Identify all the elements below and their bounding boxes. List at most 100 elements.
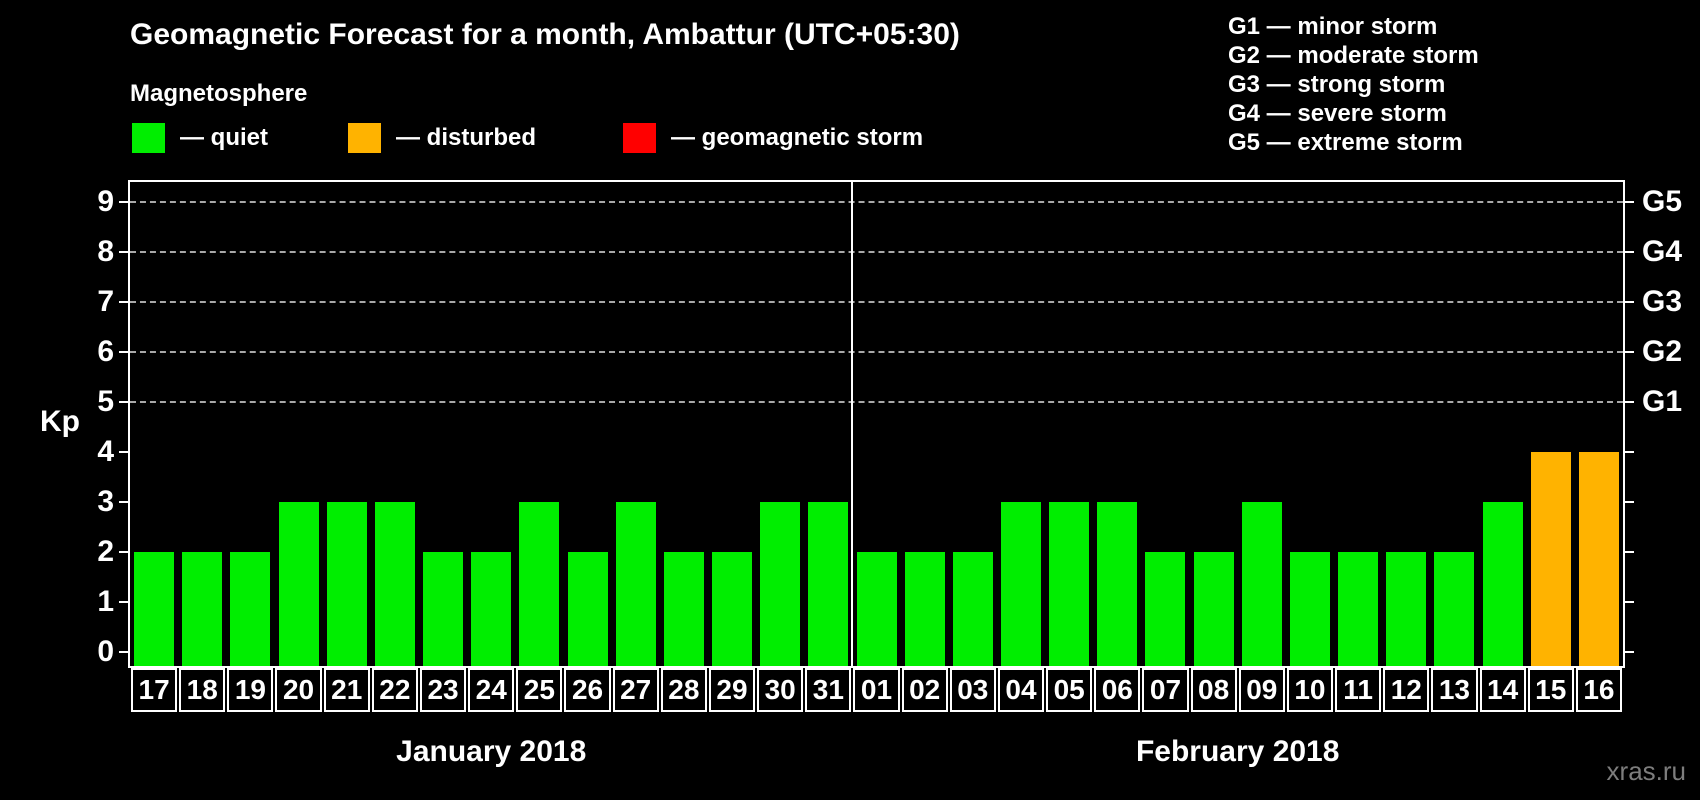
y-tick-left-8 bbox=[119, 251, 128, 253]
y-tick-label-5: 5 bbox=[97, 385, 114, 418]
y-tick-left-3 bbox=[119, 501, 128, 503]
kp-bar bbox=[904, 552, 945, 666]
y-tick-left-4 bbox=[119, 451, 128, 453]
g4-legend-line: G4 — severe storm bbox=[1228, 100, 1447, 127]
kp-bar bbox=[182, 552, 223, 666]
legend-item-storm: — geomagnetic storm bbox=[623, 122, 923, 154]
day-label-cell: 20 bbox=[275, 668, 322, 712]
right-axis-label-g1: G1 bbox=[1642, 385, 1683, 418]
day-label-cell: 24 bbox=[468, 668, 515, 712]
y-tick-right-8 bbox=[1625, 251, 1634, 253]
day-label-cell: 06 bbox=[1094, 668, 1141, 712]
quiet-color-swatch bbox=[132, 123, 165, 153]
day-label-cell: 21 bbox=[323, 668, 370, 712]
month-separator bbox=[851, 182, 854, 666]
gridline-kp8 bbox=[130, 251, 1623, 253]
disturbed-color-swatch bbox=[348, 123, 381, 153]
kp-bar bbox=[1097, 502, 1138, 666]
kp-bar bbox=[134, 552, 175, 666]
day-label-cell: 23 bbox=[419, 668, 467, 712]
xras-watermark: xras.ru bbox=[1606, 756, 1686, 786]
kp-bar bbox=[1049, 502, 1090, 666]
month-label-february: February 2018 bbox=[1135, 735, 1340, 768]
legend-label-disturbed: — disturbed bbox=[396, 124, 537, 151]
plot-area bbox=[128, 180, 1625, 668]
kp-bar bbox=[1193, 552, 1234, 666]
gridline-kp7 bbox=[130, 301, 1623, 303]
day-label-cell: 26 bbox=[564, 668, 611, 712]
kp-bar bbox=[326, 502, 367, 666]
kp-bar bbox=[1338, 552, 1379, 666]
day-label-cell: 31 bbox=[805, 668, 852, 712]
y-tick-label-3: 3 bbox=[97, 485, 114, 518]
day-label-cell: 07 bbox=[1142, 668, 1189, 712]
y-tick-left-9 bbox=[119, 201, 128, 203]
month-label-january: January 2018 bbox=[396, 735, 587, 768]
kp-bar bbox=[374, 502, 415, 666]
y-tick-label-8: 8 bbox=[97, 235, 114, 268]
kp-bar bbox=[519, 502, 560, 666]
y-tick-right-6 bbox=[1625, 351, 1634, 353]
kp-bar bbox=[1578, 452, 1619, 666]
day-label-cell: 09 bbox=[1238, 668, 1285, 712]
y-tick-right-4 bbox=[1625, 451, 1634, 453]
y-tick-left-6 bbox=[119, 351, 128, 353]
y-tick-left-1 bbox=[119, 601, 128, 603]
kp-bar bbox=[567, 552, 608, 666]
day-label-cell: 27 bbox=[612, 668, 659, 712]
kp-bar bbox=[1434, 552, 1475, 666]
y-tick-label-6: 6 bbox=[97, 335, 114, 368]
right-axis-label-g5: G5 bbox=[1642, 185, 1683, 218]
y-tick-right-0 bbox=[1625, 651, 1634, 653]
gridline-kp5 bbox=[130, 401, 1623, 403]
kp-bar bbox=[1386, 552, 1427, 666]
day-label-cell: 01 bbox=[853, 668, 900, 712]
y-tick-right-3 bbox=[1625, 501, 1634, 503]
kp-bar bbox=[663, 552, 704, 666]
kp-bar bbox=[1000, 502, 1041, 666]
kp-bar bbox=[712, 552, 753, 666]
y-tick-left-2 bbox=[119, 551, 128, 553]
right-axis-label-g3: G3 bbox=[1642, 285, 1683, 318]
chart-title: Geomagnetic Forecast for a month, Ambatt… bbox=[130, 18, 960, 51]
day-label-cell: 12 bbox=[1383, 668, 1430, 712]
y-tick-label-4: 4 bbox=[97, 435, 114, 468]
kp-bar bbox=[1482, 502, 1523, 666]
day-label-cell: 28 bbox=[660, 668, 707, 712]
y-tick-label-7: 7 bbox=[97, 285, 114, 318]
y-tick-right-9 bbox=[1625, 201, 1634, 203]
kp-bar bbox=[760, 502, 801, 666]
day-label-cell: 25 bbox=[516, 668, 563, 712]
day-label-cell: 30 bbox=[757, 668, 804, 712]
y-tick-label-1: 1 bbox=[97, 585, 114, 618]
gridline-kp9 bbox=[130, 201, 1623, 203]
y-tick-label-2: 2 bbox=[97, 535, 114, 568]
y-tick-right-1 bbox=[1625, 601, 1634, 603]
storm-color-swatch bbox=[623, 123, 656, 153]
kp-bar bbox=[1145, 552, 1186, 666]
day-label-cell: 13 bbox=[1431, 668, 1478, 712]
day-label-cell: 03 bbox=[949, 668, 996, 712]
day-label-cell: 11 bbox=[1335, 668, 1382, 712]
day-label-cell: 08 bbox=[1190, 668, 1237, 712]
y-tick-right-2 bbox=[1625, 551, 1634, 553]
legend-label-storm: — geomagnetic storm bbox=[671, 124, 924, 151]
y-tick-right-7 bbox=[1625, 301, 1634, 303]
day-label-cell: 16 bbox=[1575, 668, 1622, 712]
y-tick-label-9: 9 bbox=[97, 185, 114, 218]
g-scale-legend: G1 — minor storm G2 — moderate storm G3 … bbox=[1228, 12, 1479, 157]
day-label-cell: 14 bbox=[1479, 668, 1526, 712]
g1-legend-line: G1 — minor storm bbox=[1228, 13, 1438, 40]
y-axis-title: Kp bbox=[40, 405, 80, 438]
day-label-cell: 02 bbox=[901, 668, 948, 712]
day-label-cell: 15 bbox=[1527, 668, 1574, 712]
day-label-cell: 04 bbox=[997, 668, 1045, 712]
kp-bar bbox=[230, 552, 271, 666]
legend-item-disturbed: — disturbed bbox=[348, 122, 536, 154]
day-label-cell: 18 bbox=[179, 668, 226, 712]
legend-label-quiet: — quiet bbox=[180, 124, 268, 151]
y-tick-left-5 bbox=[119, 401, 128, 403]
kp-bar bbox=[808, 502, 849, 666]
kp-bar bbox=[1241, 502, 1282, 666]
day-label-cell: 19 bbox=[227, 668, 274, 712]
